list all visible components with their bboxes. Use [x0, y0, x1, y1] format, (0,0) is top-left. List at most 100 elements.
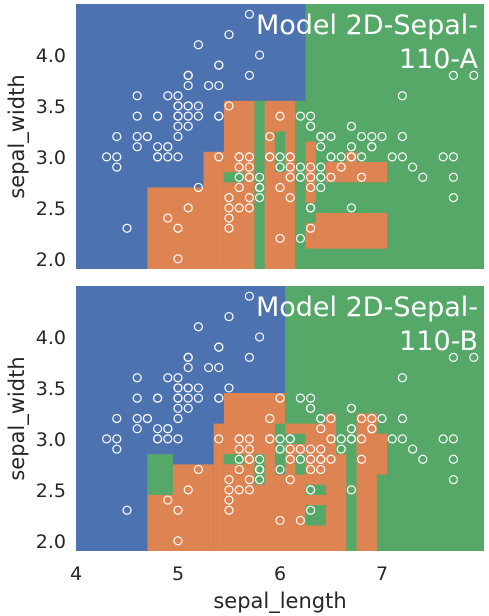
data-point	[306, 162, 316, 172]
data-point	[316, 162, 326, 172]
data-point	[326, 434, 336, 444]
data-point	[397, 413, 407, 424]
decision-region-class2	[336, 413, 347, 455]
data-point	[244, 172, 254, 182]
data-point	[367, 424, 377, 434]
data-point	[214, 393, 224, 403]
data-point	[346, 203, 356, 213]
data-point	[244, 444, 254, 454]
x-tick-label: 4	[70, 563, 82, 585]
data-point	[173, 223, 183, 233]
data-point	[163, 424, 173, 434]
data-point	[214, 60, 224, 70]
data-point	[316, 454, 326, 464]
data-point	[377, 131, 387, 142]
data-point	[326, 172, 336, 182]
data-point	[275, 162, 285, 172]
data-point	[255, 332, 265, 342]
y-tick-label: 2.5	[36, 198, 66, 220]
data-point	[132, 393, 142, 403]
data-point	[306, 393, 316, 403]
data-point	[418, 454, 428, 464]
data-point	[326, 152, 336, 162]
data-point	[346, 424, 356, 434]
data-point	[316, 424, 326, 434]
y-tick-label: 2.0	[36, 249, 66, 271]
data-point	[295, 111, 305, 121]
data-point	[112, 131, 122, 142]
data-point	[316, 172, 326, 182]
data-point	[183, 352, 193, 362]
data-point	[224, 223, 234, 233]
data-point	[163, 91, 173, 101]
data-point	[132, 111, 142, 121]
decision-region-class2	[305, 202, 316, 224]
decision-region-class2	[305, 505, 326, 526]
decision-region-class1	[203, 151, 224, 269]
data-point	[234, 162, 244, 172]
data-point	[132, 131, 142, 142]
data-point	[244, 434, 254, 444]
data-point	[285, 454, 295, 464]
data-point	[214, 111, 224, 121]
decision-region-class2	[295, 100, 306, 269]
y-tick-label: 2.5	[36, 480, 66, 502]
data-point	[357, 152, 367, 162]
data-point	[173, 536, 183, 546]
data-point	[244, 152, 254, 162]
data-point	[285, 162, 295, 172]
data-point	[173, 111, 183, 121]
data-point	[193, 322, 203, 332]
x-tick-label: 5	[172, 563, 184, 585]
data-point	[183, 203, 193, 213]
data-point	[132, 413, 142, 424]
data-point	[101, 152, 112, 162]
y-tick-label: 2.0	[36, 531, 66, 553]
data-point	[234, 434, 244, 444]
data-point	[448, 70, 458, 80]
data-point	[153, 111, 163, 121]
data-point	[275, 444, 285, 454]
data-point	[448, 172, 458, 182]
data-point	[214, 362, 224, 373]
data-point	[163, 142, 173, 152]
decision-region-class2	[223, 172, 245, 183]
data-point	[336, 162, 346, 172]
data-point	[469, 352, 479, 362]
y-axis-label: sepal_width	[5, 74, 30, 198]
data-point	[224, 495, 234, 505]
data-point	[346, 434, 356, 444]
data-point	[132, 424, 142, 434]
data-point	[336, 444, 346, 454]
data-point	[163, 495, 173, 505]
decision-region-class2	[305, 484, 326, 495]
data-point	[367, 413, 377, 424]
decision-region-class2	[387, 212, 484, 269]
data-point	[255, 464, 265, 475]
data-point	[193, 111, 203, 121]
data-point	[193, 101, 203, 111]
data-point	[275, 434, 285, 444]
data-point	[316, 142, 326, 152]
data-point	[183, 80, 193, 91]
data-point	[193, 182, 203, 193]
data-point	[357, 434, 367, 444]
data-point	[448, 475, 458, 485]
data-point	[306, 403, 316, 413]
data-point	[295, 233, 305, 244]
data-point	[173, 152, 183, 162]
data-point	[173, 254, 183, 264]
data-point	[234, 454, 244, 464]
data-point	[183, 485, 193, 495]
data-point	[367, 142, 377, 152]
chart-panel-2: Model 2D-Sepal-110-B 2.0 2.5 3.0 3.5 4.0 4 5 6 7 s…	[5, 286, 484, 614]
y-tick-label: 3.0	[36, 429, 66, 451]
data-point	[306, 182, 316, 193]
decision-region-class2	[223, 454, 245, 465]
data-point	[163, 213, 173, 223]
data-point	[244, 352, 254, 362]
data-point	[173, 91, 183, 101]
data-point	[306, 121, 316, 131]
data-point	[306, 464, 316, 475]
data-point	[224, 101, 234, 111]
